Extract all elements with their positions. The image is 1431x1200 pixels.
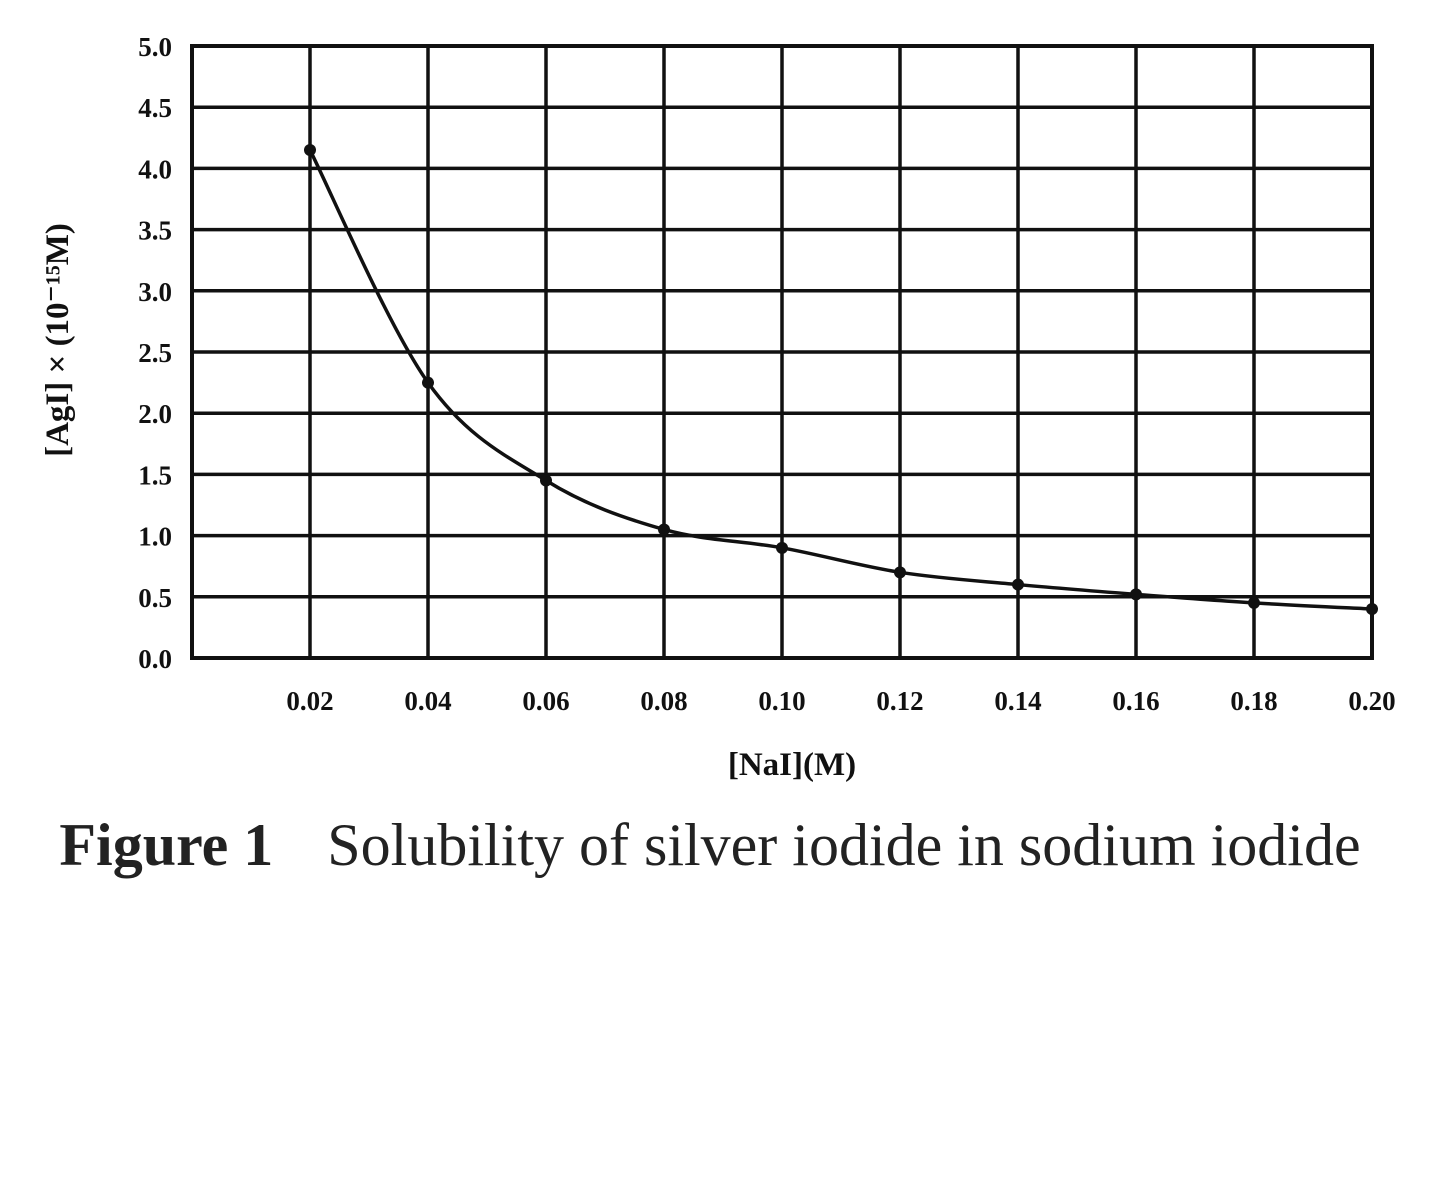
data-point: [776, 541, 788, 554]
y-axis-label: [AgI] × (10⁻¹⁵M): [40, 223, 76, 457]
x-tick-label: 0.14: [994, 686, 1041, 716]
y-tick-label: 3.0: [138, 277, 172, 307]
data-point: [304, 144, 316, 157]
plot-frame: [190, 44, 1374, 660]
data-points: [304, 144, 1378, 616]
x-tick-labels: 0.02 0.04 0.06 0.08 0.10 0.12 0.14 0.16 0.18 0.20: [286, 686, 1395, 716]
y-tick-label: 1.5: [138, 460, 172, 490]
y-tick-labels: 0.0 0.5 1.0 1.5 2.0 2.5 3.0 3.5 4.0 4.5 5.0: [138, 32, 172, 674]
y-tick-label: 2.0: [138, 399, 172, 429]
y-tick-label: 1.0: [138, 522, 172, 552]
x-tick-label: 0.08: [640, 686, 687, 716]
grid: [192, 44, 1374, 660]
y-tick-label: 4.5: [138, 93, 172, 123]
data-point: [894, 566, 906, 579]
data-point: [540, 474, 552, 487]
x-axis-label: [NaI](M): [728, 747, 856, 783]
data-point: [1012, 578, 1024, 591]
data-point: [658, 523, 670, 536]
x-tick-label: 0.10: [758, 686, 805, 716]
figure-number: Figure 1: [59, 812, 274, 878]
solubility-chart: 0.00.51.01.52.02.53.03.54.04.55.0 0.02 0.…: [40, 32, 1396, 783]
data-point: [422, 376, 434, 389]
figure-caption: Figure 1 Solubility of silver iodide in s…: [40, 800, 1380, 890]
x-tick-label: 0.02: [286, 686, 333, 716]
x-tick-label: 0.06: [522, 686, 569, 716]
y-tick-label: 2.5: [138, 338, 172, 368]
series-line: [308, 149, 1373, 611]
data-point: [1130, 588, 1142, 601]
x-tick-label: 0.16: [1112, 686, 1159, 716]
data-point: [1366, 603, 1378, 616]
y-tick-label: 0.0: [138, 644, 172, 674]
y-tick-label: 4.0: [138, 154, 172, 184]
y-tick-label: 5.0: [138, 32, 172, 62]
y-tick-label: 3.5: [138, 216, 172, 246]
data-point: [1248, 596, 1260, 609]
x-tick-label: 0.20: [1348, 686, 1395, 716]
y-tick-label: 0.5: [138, 583, 172, 613]
x-tick-label: 0.18: [1230, 686, 1277, 716]
x-tick-label: 0.04: [404, 686, 451, 716]
x-tick-label: 0.12: [876, 686, 923, 716]
figure-caption-text: Solubility of silver iodide in sodium io…: [327, 812, 1361, 878]
